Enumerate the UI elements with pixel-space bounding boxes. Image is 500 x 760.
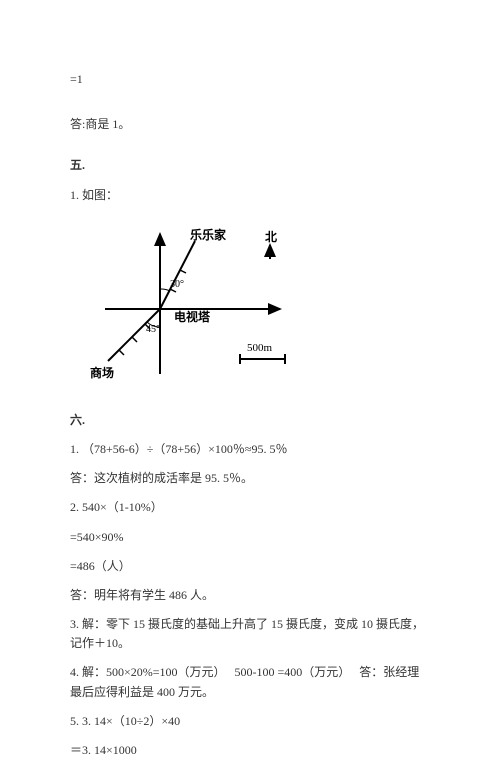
sec6-l8: 4. 解：500×20%=100（万元） 500-100 =400（万元） 答：…	[70, 663, 430, 701]
sec6-l4: =540×90%	[70, 528, 430, 547]
sec6-l7: 3. 解：零下 15 摄氏度的基础上升高了 15 摄氏度，变成 10 摄氏度，记…	[70, 615, 430, 653]
scale-label: 500m	[247, 342, 273, 354]
sec6-l1: 1. （78+56-6）÷（78+56）×100％≈95. 5％	[70, 440, 430, 459]
angle-30: 30°	[170, 279, 184, 290]
sec6-l6: 答：明年将有学生 486 人。	[70, 586, 430, 605]
direction-diagram: 乐乐家 北 30° 45° 电视塔 商场 500m	[90, 219, 330, 389]
diagram-container: 乐乐家 北 30° 45° 电视塔 商场 500m	[90, 219, 430, 389]
sec6-l10: ＝3. 14×1000	[70, 741, 430, 760]
section-6-title: 六.	[70, 411, 430, 430]
sec6-l3: 2. 540×（1-10%）	[70, 498, 430, 517]
section-5-title: 五.	[70, 156, 430, 175]
angle-45: 45°	[146, 324, 160, 335]
label-lele: 乐乐家	[190, 227, 227, 242]
label-north: 北	[265, 229, 277, 244]
sec5-item1: 1. 如图：	[70, 186, 430, 205]
sec6-l5: =486（人）	[70, 557, 430, 576]
label-mall: 商场	[90, 365, 114, 380]
equation-result: =1	[70, 70, 430, 89]
sec6-l9: 5. 3. 14×（10÷2）×40	[70, 712, 430, 731]
sec6-l2: 答：这次植树的成活率是 95. 5％。	[70, 469, 430, 488]
label-tower: 电视塔	[174, 309, 211, 324]
answer-1: 答:商是 1。	[70, 115, 430, 134]
